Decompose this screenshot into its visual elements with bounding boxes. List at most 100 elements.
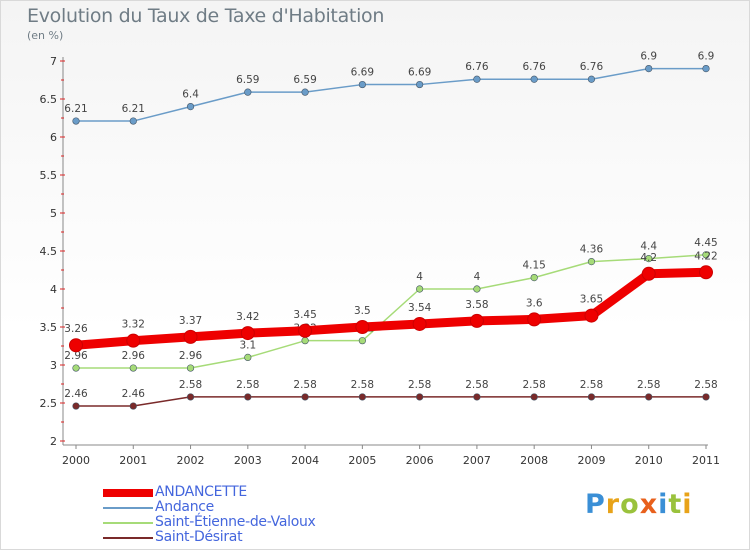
data-point: [473, 285, 481, 293]
data-point: [587, 258, 596, 266]
data-label: 6.76: [580, 61, 604, 73]
data-point: [69, 338, 83, 353]
data-label: 3.32: [122, 319, 145, 331]
x-tick-label: 2010: [635, 454, 663, 467]
data-label: 2.58: [637, 379, 660, 391]
data-label: 2.58: [351, 379, 374, 391]
data-point: [244, 353, 252, 362]
logo-letter: o: [620, 489, 640, 520]
data-label: 2.46: [122, 388, 146, 400]
y-tick-label: 5: [50, 207, 57, 220]
data-point: [416, 80, 424, 89]
data-point: [301, 88, 309, 96]
data-point: [584, 308, 599, 323]
data-label: 2.46: [64, 388, 88, 400]
series-line: [71, 267, 711, 350]
data-label: 4.15: [522, 260, 545, 272]
data-point: [587, 75, 596, 83]
y-tick-label: 5.5: [40, 169, 58, 182]
data-point: [129, 402, 137, 410]
data-label: 2.58: [580, 379, 603, 391]
legend-swatch: [103, 537, 153, 539]
legend-swatch: [103, 489, 153, 497]
data-point: [530, 393, 538, 401]
data-label: 3.65: [580, 294, 603, 306]
chart-title: Evolution du Taux de Taxe d'Habitation: [27, 5, 385, 27]
data-label: 4.4: [640, 241, 657, 253]
y-tick-label: 4: [50, 283, 57, 296]
x-tick-label: 2006: [406, 454, 434, 467]
data-label: 3.45: [293, 309, 316, 321]
y-tick-label: 2.5: [40, 397, 58, 410]
data-point: [129, 117, 137, 125]
data-label: 6.69: [408, 67, 431, 79]
series-line: [75, 396, 707, 407]
legend-label: ANDANCETTE: [155, 484, 247, 500]
data-point: [416, 393, 424, 401]
data-point: [183, 329, 198, 344]
x-tick-label: 2002: [177, 454, 205, 467]
data-point: [72, 364, 80, 372]
data-label: 3.42: [236, 311, 259, 323]
data-label: 2.96: [64, 350, 88, 362]
data-label: 6.76: [522, 61, 546, 73]
logo-letter: i: [658, 489, 669, 520]
x-tick-label: 2004: [291, 454, 319, 467]
data-point: [473, 75, 481, 83]
data-point: [473, 393, 481, 401]
data-point: [301, 393, 309, 401]
data-label: 3.26: [64, 323, 88, 335]
y-tick-label: 2: [50, 435, 57, 448]
logo-letter: x: [639, 489, 659, 520]
x-tick-label: 2007: [463, 454, 491, 467]
data-label: 2.58: [293, 379, 316, 391]
data-label: 6.9: [698, 51, 715, 63]
x-tick-label: 2001: [119, 454, 147, 467]
data-label: 4: [474, 271, 481, 283]
data-label: 6.59: [236, 74, 259, 86]
data-point: [699, 265, 713, 280]
series-line: [75, 254, 707, 369]
data-label: 3.5: [354, 305, 371, 317]
data-point: [469, 313, 484, 328]
data-label: 4.2: [640, 252, 657, 264]
data-label: 4.36: [580, 244, 604, 256]
logo-letter: i: [682, 489, 693, 520]
series-line: [75, 67, 707, 122]
data-point: [530, 75, 538, 83]
data-point: [645, 393, 653, 401]
x-tick-label: 2000: [62, 454, 90, 467]
data-point: [645, 64, 653, 73]
data-label: 6.59: [293, 74, 316, 86]
data-point: [358, 337, 366, 345]
data-point: [240, 326, 255, 341]
data-point: [186, 364, 195, 372]
data-point: [358, 393, 366, 401]
data-point: [72, 117, 80, 125]
data-label: 6.9: [640, 51, 657, 63]
legend-label: Saint-Étienne-de-Valoux: [155, 514, 316, 530]
proxiti-logo: Proxiti: [585, 489, 693, 520]
data-label: 3.37: [179, 315, 202, 327]
data-point: [129, 364, 137, 372]
data-label: 6.69: [351, 67, 374, 79]
x-tick-label: 2009: [577, 454, 605, 467]
data-label: 4: [416, 271, 423, 283]
data-label: 2.58: [408, 379, 431, 391]
logo-letter: t: [668, 489, 683, 520]
data-point: [702, 393, 710, 401]
data-label: 2.96: [122, 350, 146, 362]
data-point: [301, 337, 309, 345]
data-point: [416, 285, 424, 293]
data-point: [126, 333, 141, 348]
data-label: 3.1: [239, 339, 256, 351]
data-point: [527, 312, 542, 327]
legend-swatch: [103, 507, 153, 509]
data-label: 2.58: [236, 379, 259, 391]
data-point: [358, 80, 366, 89]
data-point: [645, 255, 653, 263]
data-point: [72, 402, 80, 410]
data-label: 2.58: [694, 379, 717, 391]
